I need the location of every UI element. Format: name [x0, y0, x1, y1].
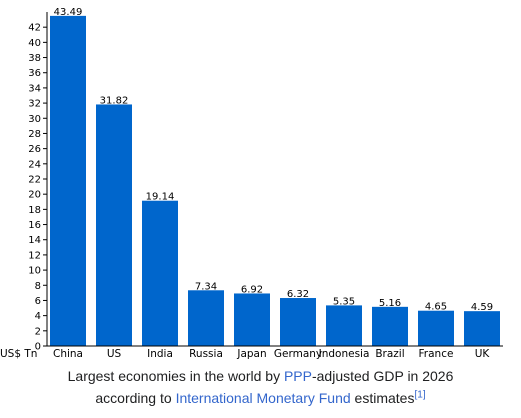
category-label: US — [107, 348, 122, 360]
bar-japan — [234, 293, 270, 346]
value-label: 7.34 — [195, 281, 217, 292]
y-tick-label: 2 — [35, 326, 41, 337]
bars-group — [50, 15, 500, 346]
y-tick-label: 42 — [28, 23, 41, 34]
bar-germany — [280, 298, 316, 346]
value-label: 6.32 — [287, 289, 309, 300]
y-tick-label: 30 — [28, 114, 41, 125]
value-label: 31.82 — [100, 95, 129, 106]
y-axis-unit-label: US$ Tn — [0, 348, 37, 360]
gdp-bar-chart: 024681012141618202224262830323436384042 … — [0, 7, 503, 360]
category-label: Brazil — [375, 348, 404, 360]
reference-link[interactable]: [1] — [414, 389, 426, 401]
y-tick-label: 0 — [35, 342, 41, 353]
caption-text: estimates — [350, 390, 415, 406]
value-labels-group: 43.49 31.82 19.14 7.34 6.92 6.32 5.35 5.16 4.65 4… — [54, 7, 493, 313]
bar-russia — [188, 290, 224, 346]
category-label: Indonesia — [319, 348, 370, 360]
value-label: 5.16 — [379, 298, 401, 309]
y-tick-label: 8 — [35, 281, 41, 292]
category-label: Russia — [189, 348, 223, 360]
y-tick-label: 34 — [28, 83, 41, 94]
y-tick-label: 26 — [28, 144, 41, 155]
category-label: Germany — [274, 348, 322, 360]
bar-brazil — [372, 306, 408, 346]
bar-indonesia — [326, 305, 362, 346]
y-tick-label: 38 — [28, 53, 41, 64]
bar-france — [418, 310, 454, 346]
y-tick-label: 40 — [28, 38, 41, 49]
y-tick-label: 20 — [28, 190, 41, 201]
bar-uk — [464, 311, 500, 346]
y-tick-label: 10 — [28, 266, 41, 277]
value-label: 6.92 — [241, 284, 263, 295]
y-tick-label: 14 — [28, 235, 41, 246]
category-label: France — [419, 348, 454, 360]
value-label: 5.35 — [333, 296, 355, 307]
bar-china — [50, 15, 86, 346]
chart-caption-line-2: according to International Monetary Fund… — [0, 387, 521, 409]
y-tick-label: 22 — [28, 175, 41, 186]
caption-text: -adjusted GDP in 2026 — [311, 368, 454, 384]
bar-india — [142, 200, 178, 346]
caption-text: according to — [95, 390, 176, 406]
value-label: 43.49 — [54, 7, 83, 18]
imf-link[interactable]: International Monetary Fund — [175, 390, 351, 406]
ppp-link[interactable]: PPP — [283, 368, 312, 384]
y-tick-label: 24 — [28, 159, 41, 170]
y-tick-label: 18 — [28, 205, 41, 216]
y-tick-label: 6 — [35, 296, 41, 307]
value-label: 19.14 — [146, 192, 175, 203]
value-label: 4.59 — [471, 302, 493, 313]
y-tick-label: 28 — [28, 129, 41, 140]
y-tick-label: 16 — [28, 220, 41, 231]
y-tick-label: 36 — [28, 68, 41, 79]
category-label: India — [147, 348, 173, 360]
y-tick-label: 12 — [28, 250, 41, 261]
value-label: 4.65 — [425, 302, 447, 313]
category-label: Japan — [236, 348, 266, 360]
y-tick-label: 4 — [35, 311, 41, 322]
bar-us — [96, 104, 132, 346]
caption-text: Largest economies in the world by — [67, 368, 284, 384]
category-label: China — [53, 348, 83, 360]
category-label: UK — [475, 348, 491, 360]
chart-caption-line-1: Largest economies in the world by PPP-ad… — [0, 365, 521, 387]
y-tick-label: 32 — [28, 99, 41, 110]
